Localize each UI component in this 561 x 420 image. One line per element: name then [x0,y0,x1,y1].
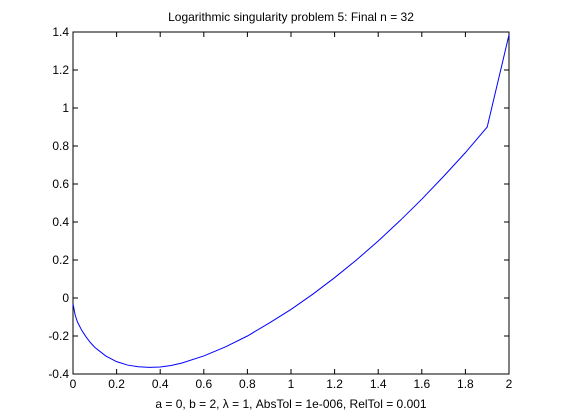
x-tick-label: 1.4 [370,377,387,391]
x-tick-label: 1.8 [457,377,474,391]
series-line [72,34,510,368]
y-axis: -0.4 -0.2 0 0.2 0.4 0.6 0.8 1 1.2 1.4 [48,25,509,381]
x-tick-label: 2 [506,377,513,391]
x-tick-label: 1 [288,377,295,391]
y-tick-label: -0.4 [48,367,69,381]
x-tick-label: 0.2 [108,377,125,391]
series-layer [72,34,510,368]
y-tick-label: 0.8 [52,139,69,153]
y-tick-label: 0.2 [52,253,69,267]
x-tick-label: 0.4 [152,377,169,391]
y-tick-label: 1.2 [52,63,69,77]
y-tick-label: -0.2 [48,329,69,343]
y-tick-label: 0.4 [52,215,69,229]
x-axis-label: a = 0, b = 2, λ = 1, AbsTol = 1e-006, Re… [155,397,427,411]
x-tick-label: 1.6 [413,377,430,391]
x-tick-label: 1.2 [326,377,343,391]
chart-title: Logarithmic singularity problem 5: Final… [168,10,414,24]
y-tick-label: 0.6 [52,177,69,191]
y-tick-label: 1.4 [52,25,69,39]
axes-box [72,31,510,375]
y-tick-label: 0 [62,291,69,305]
x-tick-label: 0.8 [239,377,256,391]
x-tick-label: 0 [70,377,77,391]
x-tick-label: 0.6 [195,377,212,391]
y-tick-label: 1 [62,101,69,115]
x-axis: 0 0.2 0.4 0.6 0.8 1 1.2 1.4 1.6 1.8 2 [70,32,513,391]
